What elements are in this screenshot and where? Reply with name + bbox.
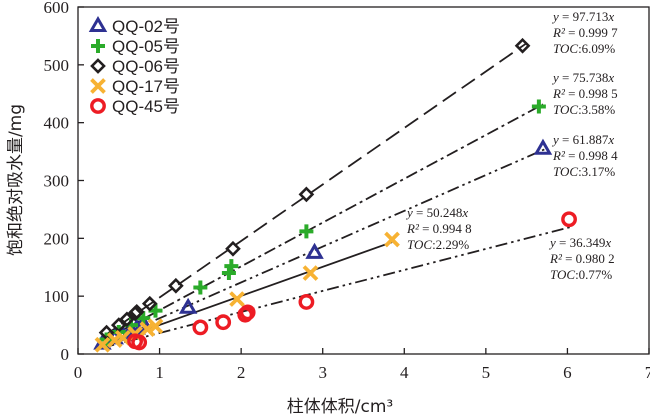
data-point [168, 277, 184, 294]
data-point [298, 186, 315, 203]
data-point [225, 240, 241, 257]
data-point [514, 37, 531, 54]
data-point [147, 318, 164, 335]
x-tick-label: 6 [563, 363, 572, 382]
data-point [239, 304, 256, 321]
legend-item-0: QQ-02号 [88, 15, 180, 36]
fit-annotation-line: y = 36.349x [548, 235, 611, 250]
data-point [229, 291, 245, 307]
data-point [193, 280, 208, 295]
x-tick-label: 4 [400, 363, 409, 382]
data-point [561, 211, 577, 228]
data-point [178, 297, 198, 314]
x-tick-label: 1 [155, 363, 164, 382]
legend-marker [91, 39, 105, 53]
legend-item-3: QQ-17号 [90, 77, 180, 96]
data-point [119, 311, 135, 328]
legend-label: QQ-02号 [112, 17, 180, 36]
fit-annotation-line: R² = 0.998 5 [552, 86, 618, 101]
fit-line-2 [101, 42, 528, 338]
data-point [384, 231, 400, 248]
series-4 [127, 211, 577, 351]
fit-annotation-line: y = 50.248x [405, 205, 468, 220]
legend-marker [90, 98, 106, 114]
x-tick-label: 3 [318, 363, 327, 382]
data-point [299, 224, 314, 239]
data-point [128, 303, 145, 320]
fit-annotation-line: R² = 0.980 2 [549, 251, 615, 266]
data-point [531, 99, 546, 114]
fit-line-0 [102, 147, 548, 345]
legend-item-4: QQ-45号 [90, 97, 180, 116]
y-tick-label: 300 [44, 172, 70, 191]
data-point [192, 319, 209, 336]
y-tick-label: 500 [44, 56, 70, 75]
fit-annotation-line: R² = 0.998 4 [552, 148, 618, 163]
fit-line-1 [102, 103, 544, 342]
fit-annotation-line: y = 97.713x [551, 9, 614, 24]
data-point [221, 266, 236, 281]
fit-annotation-line: R² = 0.994 8 [406, 221, 472, 236]
fit-annotation-line: y = 61.887x [551, 132, 614, 147]
fit-annotation-line: TOC:6.09% [553, 41, 615, 56]
fit-annotation-line: TOC:3.58% [553, 102, 615, 117]
data-point [215, 314, 232, 331]
data-point [148, 303, 163, 318]
y-axis-title: 饱和绝对吸水量/mg [6, 104, 26, 256]
data-point [224, 259, 239, 274]
data-point [302, 265, 319, 281]
legend-marker [90, 58, 106, 74]
legend-label: QQ-05号 [112, 37, 180, 56]
series-1 [99, 99, 546, 347]
fit-annotation-line: R² = 0.999 7 [552, 25, 618, 40]
y-tick-label: 0 [61, 345, 70, 364]
data-point [115, 329, 131, 346]
data-points [93, 37, 577, 353]
y-tick-label: 600 [44, 0, 70, 17]
fit-annotation-line: y = 75.738x [551, 70, 614, 85]
legend-label: QQ-45号 [112, 97, 180, 116]
y-tick-label: 400 [44, 114, 70, 133]
legend-marker [90, 78, 106, 94]
data-point [131, 334, 148, 351]
fit-annotation-line: TOC:2.29% [407, 237, 469, 252]
y-tick-label: 100 [44, 287, 70, 306]
x-axis-title: 柱体体积/cm³ [287, 397, 393, 417]
legend-item-2: QQ-06号 [90, 57, 180, 76]
data-point [305, 242, 324, 259]
x-tick-label: 5 [482, 363, 491, 382]
legend-label: QQ-17号 [112, 77, 180, 96]
data-point [134, 313, 153, 330]
x-tick-label: 7 [645, 363, 650, 382]
legend-label: QQ-06号 [112, 57, 180, 76]
fit-line-4 [102, 225, 572, 349]
series-3 [94, 231, 400, 353]
y-tick-label: 200 [44, 229, 70, 248]
data-point [94, 336, 111, 353]
x-tick-label: 0 [74, 363, 83, 382]
legend-item-1: QQ-05号 [91, 37, 180, 56]
fit-annotation-line: TOC:0.77% [550, 267, 612, 282]
data-point [141, 295, 158, 312]
x-tick-label: 2 [237, 363, 246, 382]
tick-labels: 0 1 2 3 4 5 6 7 0 100 200 300 400 500 600 [44, 0, 650, 382]
legend-marker [88, 15, 108, 33]
data-point [298, 294, 315, 310]
data-point [533, 138, 553, 155]
fit-annotation-line: TOC:3.17% [553, 164, 615, 179]
axes [77, 6, 650, 355]
